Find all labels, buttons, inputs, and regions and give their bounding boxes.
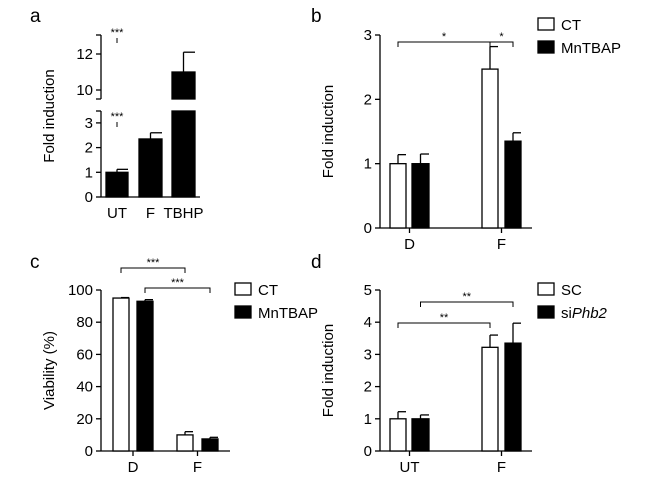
y-axis-label: Fold induction <box>320 85 337 178</box>
panel-letter: c <box>30 252 40 273</box>
y-tick-label: 4 <box>364 314 372 331</box>
legend-label: SC <box>561 282 582 299</box>
panel-letter: a <box>30 6 41 27</box>
significance-label: * <box>442 31 447 43</box>
legend-label: siPhb2 <box>561 305 608 322</box>
y-tick-label: 2 <box>85 140 93 157</box>
y-tick-label: 40 <box>76 379 93 396</box>
bar <box>201 438 219 452</box>
y-tick-label: 80 <box>76 314 93 331</box>
bar <box>171 110 196 198</box>
bar-upper <box>171 71 196 100</box>
x-tick-label: F <box>497 236 506 253</box>
x-tick-label: UT <box>400 459 420 476</box>
y-tick-label: 12 <box>76 46 93 63</box>
legend-swatch <box>537 282 555 296</box>
y-tick-label: 1 <box>364 156 372 173</box>
legend-label: CT <box>258 282 278 299</box>
significance-bracket <box>397 322 491 328</box>
significance-bracket <box>489 41 514 47</box>
legend-label: MnTBAP <box>258 305 318 322</box>
significance-label: ** <box>462 291 471 303</box>
x-tick-label: F <box>193 459 202 476</box>
x-tick-label: D <box>404 236 415 253</box>
bar <box>411 163 430 229</box>
y-axis-label: Fold induction <box>41 69 58 162</box>
x-tick-label: TBHP <box>163 205 203 222</box>
y-tick-label: 3 <box>364 346 372 363</box>
significance-label: *** <box>111 111 125 123</box>
x-tick-label: D <box>128 459 139 476</box>
bar <box>389 418 407 452</box>
panel-letter: d <box>311 252 322 273</box>
bar <box>504 140 522 229</box>
legend-label: MnTBAP <box>561 40 621 57</box>
legend-swatch <box>234 282 252 296</box>
bar <box>481 346 499 452</box>
y-tick-label: 20 <box>76 411 93 428</box>
bar <box>411 418 430 452</box>
legend-swatch <box>234 305 252 319</box>
significance-bracket <box>120 267 186 273</box>
significance-label: *** <box>171 277 185 289</box>
bar <box>481 68 499 229</box>
y-axis-label: Fold induction <box>320 324 337 417</box>
y-tick-label: 10 <box>76 82 93 99</box>
panel-letter: b <box>311 6 322 27</box>
y-tick-label: 2 <box>364 91 372 108</box>
y-tick-label: 60 <box>76 346 93 363</box>
y-tick-label: 1 <box>364 411 372 428</box>
y-tick-label: 0 <box>364 443 372 460</box>
bar <box>136 300 154 452</box>
y-tick-label: 5 <box>364 282 372 299</box>
y-tick-label: 1 <box>85 164 93 181</box>
significance-bracket <box>144 287 211 293</box>
panel-d: d 0 1 2 3 4 5 Fold induction UT F ** ** SC siPhb2 <box>311 252 608 476</box>
significance-label: *** <box>111 27 125 39</box>
legend-label-italic: Phb2 <box>572 305 608 322</box>
significance-label: * <box>499 31 504 43</box>
y-tick-label: 3 <box>85 115 93 132</box>
y-tick-label: 3 <box>364 27 372 44</box>
y-tick-label: 100 <box>68 282 93 299</box>
legend-swatch <box>537 305 555 319</box>
x-tick-label: UT <box>107 205 127 222</box>
panel-b: b 0 1 2 3 Fold induction D F * * CT MnTBAP <box>311 6 621 253</box>
x-tick-label: F <box>146 205 155 222</box>
bar <box>138 138 163 198</box>
y-axis-label: Viability (%) <box>41 331 58 410</box>
panel-c: c 0 20 40 60 80 100 Viability (%) D F *** *** CT MnTB… <box>30 252 318 476</box>
significance-label: ** <box>440 312 449 324</box>
significance-bracket <box>420 301 514 307</box>
bar <box>105 171 129 198</box>
legend-swatch <box>537 17 555 31</box>
legend-swatch <box>537 40 555 54</box>
y-tick-label: 2 <box>364 379 372 396</box>
y-tick-label: 0 <box>364 220 372 237</box>
significance-label: *** <box>147 257 161 269</box>
y-tick-label: 0 <box>85 189 93 206</box>
bar <box>176 434 194 452</box>
bar <box>389 163 407 229</box>
x-tick-label: F <box>497 459 506 476</box>
bar <box>504 342 522 452</box>
bar <box>112 297 130 452</box>
legend-label: CT <box>561 17 581 34</box>
y-tick-label: 0 <box>85 443 93 460</box>
